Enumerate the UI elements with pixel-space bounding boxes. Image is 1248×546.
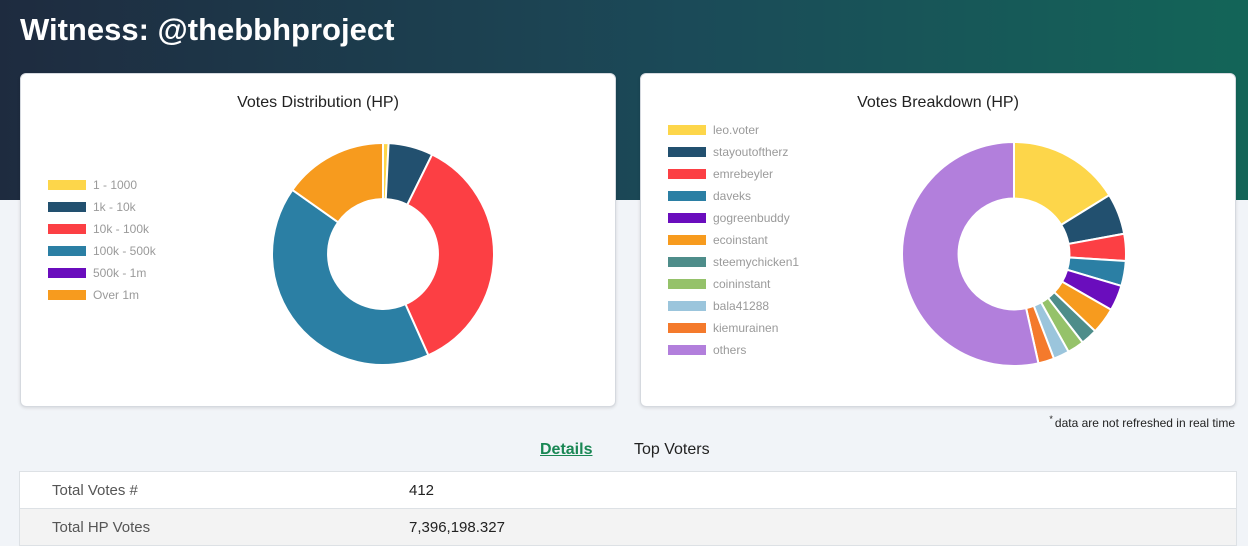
legend-label: coininstant [713,277,771,291]
legend-item-ecoinstant[interactable]: ecoinstant [668,229,799,251]
legend-item-bala41288[interactable]: bala41288 [668,295,799,317]
legend-swatch [668,279,706,289]
legend-item-500k-1m[interactable]: 500k - 1m [48,262,156,284]
legend-label: 1k - 10k [93,200,136,214]
legend-item-steemychicken1[interactable]: steemychicken1 [668,251,799,273]
row-label: Total Votes # [52,481,138,499]
tab-details[interactable]: Details [540,441,593,458]
legend-item-gogreenbuddy[interactable]: gogreenbuddy [668,207,799,229]
legend-swatch [48,290,86,300]
breakdown-donut-chart [901,140,1127,367]
tab-top-voters[interactable]: Top Voters [634,441,710,458]
table-row: Total HP Votes 7,396,198.327 [19,509,1237,546]
legend-label: ecoinstant [713,233,768,247]
legend-item-100k-500k[interactable]: 100k - 500k [48,240,156,262]
breakdown-legend: leo.voter stayoutoftherz emrebeyler daveks g… [668,119,799,361]
distribution-title: Votes Distribution (HP) [237,94,399,111]
legend-label: kiemurainen [713,321,779,335]
slice-10k-100k[interactable] [404,153,495,357]
legend-swatch [668,147,706,157]
legend-item-stayoutoftherz[interactable]: stayoutoftherz [668,141,799,163]
legend-item-emrebeyler[interactable]: emrebeyler [668,163,799,185]
note-text: data are not refreshed in real time [1054,416,1235,430]
legend-label: 10k - 100k [93,222,150,236]
legend-label: gogreenbuddy [713,211,790,225]
legend-item-others[interactable]: others [668,339,799,361]
slice-over-1m[interactable] [290,141,384,224]
legend-label: stayoutoftherz [713,145,789,159]
row-label: Total HP Votes [52,518,151,536]
page-title: Witness: @thebbhproject [20,12,395,47]
breakdown-title: Votes Breakdown (HP) [857,94,1019,111]
legend-swatch [48,224,86,234]
legend-item-1-1000[interactable]: 1 - 1000 [48,174,156,196]
legend-item-over-1m[interactable]: Over 1m [48,284,156,306]
legend-swatch [668,257,706,267]
refresh-note: * data are not refreshed in real time [1049,414,1235,430]
note-mark: * [1049,414,1053,424]
legend-label: emrebeyler [713,167,774,181]
legend-swatch [668,235,706,245]
legend-swatch [668,191,706,201]
slice-others[interactable] [901,140,1040,367]
legend-swatch [668,301,706,311]
legend-item-kiemurainen[interactable]: kiemurainen [668,317,799,339]
legend-label: 1 - 1000 [93,178,138,192]
legend-swatch [48,246,86,256]
legend-label: steemychicken1 [713,255,800,269]
legend-swatch [48,268,86,278]
legend-label: others [713,343,747,357]
legend-label: daveks [713,189,752,203]
votes-distribution-card: Votes Distribution (HP) 1 - 1000 1k - 10k… [20,73,616,407]
legend-item-daveks[interactable]: daveks [668,185,799,207]
legend-swatch [48,202,86,212]
votes-breakdown-card: Votes Breakdown (HP) leo.voter stayoutoft… [640,73,1236,407]
legend-item-10k-100k[interactable]: 10k - 100k [48,218,156,240]
row-value: 7,396,198.327 [409,518,505,536]
legend-swatch [668,169,706,179]
legend-swatch [668,125,706,135]
legend-label: Over 1m [93,288,140,302]
legend-label: 500k - 1m [93,266,147,280]
legend-swatch [48,180,86,190]
legend-label: bala41288 [713,299,770,313]
row-value: 412 [409,481,435,499]
legend-label: leo.voter [713,123,760,137]
details-table: Total Votes # 412 Total HP Votes 7,396,1… [19,471,1237,546]
legend-label: 100k - 500k [93,244,156,258]
legend-item-1k-10k[interactable]: 1k - 10k [48,196,156,218]
legend-item-coininstant[interactable]: coininstant [668,273,799,295]
legend-item-leo-voter[interactable]: leo.voter [668,119,799,141]
distribution-legend: 1 - 1000 1k - 10k 10k - 100k 100k - 500k 500… [48,174,156,306]
legend-swatch [668,213,706,223]
slice-100k-500k[interactable] [271,188,430,366]
distribution-donut-chart [271,141,495,366]
legend-swatch [668,323,706,333]
table-row: Total Votes # 412 [19,472,1237,509]
legend-swatch [668,345,706,355]
